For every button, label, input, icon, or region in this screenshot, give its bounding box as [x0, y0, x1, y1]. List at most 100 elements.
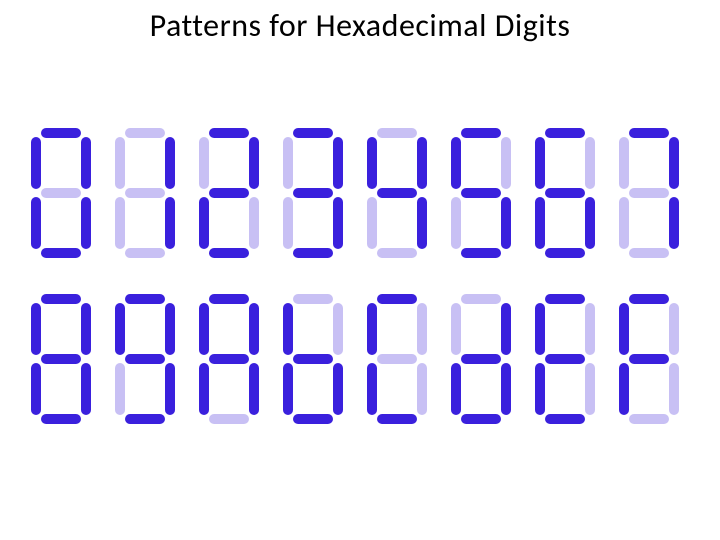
digit-2 [196, 128, 262, 258]
segment-d [293, 248, 333, 258]
segment-e [367, 197, 377, 249]
segment-g [629, 354, 669, 364]
segment-d [629, 414, 669, 424]
segment-f [31, 303, 41, 355]
segment-a [377, 294, 417, 304]
segment-e [115, 197, 125, 249]
segment-g [41, 188, 81, 198]
segment-d [377, 414, 417, 424]
segment-g [545, 188, 585, 198]
segment-a [125, 128, 165, 138]
segment-c [417, 197, 427, 249]
digit-A [196, 294, 262, 424]
segment-a [377, 128, 417, 138]
segment-c [669, 197, 679, 249]
segment-g [209, 354, 249, 364]
segment-b [81, 303, 91, 355]
segment-a [293, 294, 333, 304]
digit-1 [112, 128, 178, 258]
segment-b [165, 303, 175, 355]
segment-g [125, 188, 165, 198]
segment-d [545, 248, 585, 258]
segment-e [451, 363, 461, 415]
seven-segment-grid [28, 128, 682, 424]
segment-c [81, 197, 91, 249]
digit-4 [364, 128, 430, 258]
digit-7 [616, 128, 682, 258]
segment-g [293, 354, 333, 364]
digit-F [616, 294, 682, 424]
segment-f [535, 137, 545, 189]
segment-e [31, 197, 41, 249]
segment-g [461, 188, 501, 198]
segment-d [41, 248, 81, 258]
segment-a [629, 294, 669, 304]
segment-g [461, 354, 501, 364]
segment-g [629, 188, 669, 198]
digit-C [364, 294, 430, 424]
segment-e [535, 197, 545, 249]
segment-b [585, 303, 595, 355]
segment-e [199, 363, 209, 415]
segment-e [115, 363, 125, 415]
segment-b [417, 137, 427, 189]
segment-f [535, 303, 545, 355]
segment-d [209, 414, 249, 424]
segment-f [199, 303, 209, 355]
segment-e [619, 363, 629, 415]
segment-e [451, 197, 461, 249]
segment-b [81, 137, 91, 189]
segment-c [669, 363, 679, 415]
segment-c [81, 363, 91, 415]
segment-c [501, 197, 511, 249]
segment-c [585, 197, 595, 249]
segment-b [333, 303, 343, 355]
digit-0 [28, 128, 94, 258]
segment-f [115, 303, 125, 355]
segment-b [669, 303, 679, 355]
segment-b [249, 303, 259, 355]
segment-a [461, 294, 501, 304]
segment-f [283, 137, 293, 189]
segment-f [367, 137, 377, 189]
segment-e [31, 363, 41, 415]
segment-e [283, 197, 293, 249]
segment-b [165, 137, 175, 189]
segment-d [209, 248, 249, 258]
segment-b [501, 303, 511, 355]
segment-d [377, 248, 417, 258]
segment-f [619, 137, 629, 189]
segment-a [209, 128, 249, 138]
segment-g [377, 354, 417, 364]
digit-3 [280, 128, 346, 258]
segment-g [293, 188, 333, 198]
segment-a [41, 294, 81, 304]
segment-g [545, 354, 585, 364]
segment-e [283, 363, 293, 415]
segment-c [585, 363, 595, 415]
segment-b [333, 137, 343, 189]
digit-E [532, 294, 598, 424]
segment-f [451, 137, 461, 189]
segment-d [41, 414, 81, 424]
segment-c [165, 363, 175, 415]
segment-a [209, 294, 249, 304]
segment-f [199, 137, 209, 189]
segment-b [669, 137, 679, 189]
segment-a [461, 128, 501, 138]
segment-d [461, 414, 501, 424]
digit-8 [28, 294, 94, 424]
segment-d [293, 414, 333, 424]
segment-c [417, 363, 427, 415]
digit-d [448, 294, 514, 424]
segment-f [367, 303, 377, 355]
segment-g [377, 188, 417, 198]
segment-f [619, 303, 629, 355]
segment-a [545, 128, 585, 138]
segment-g [125, 354, 165, 364]
segment-d [545, 414, 585, 424]
segment-f [283, 303, 293, 355]
page-title: Patterns for Hexadecimal Digits [0, 6, 720, 45]
segment-a [41, 128, 81, 138]
segment-b [417, 303, 427, 355]
